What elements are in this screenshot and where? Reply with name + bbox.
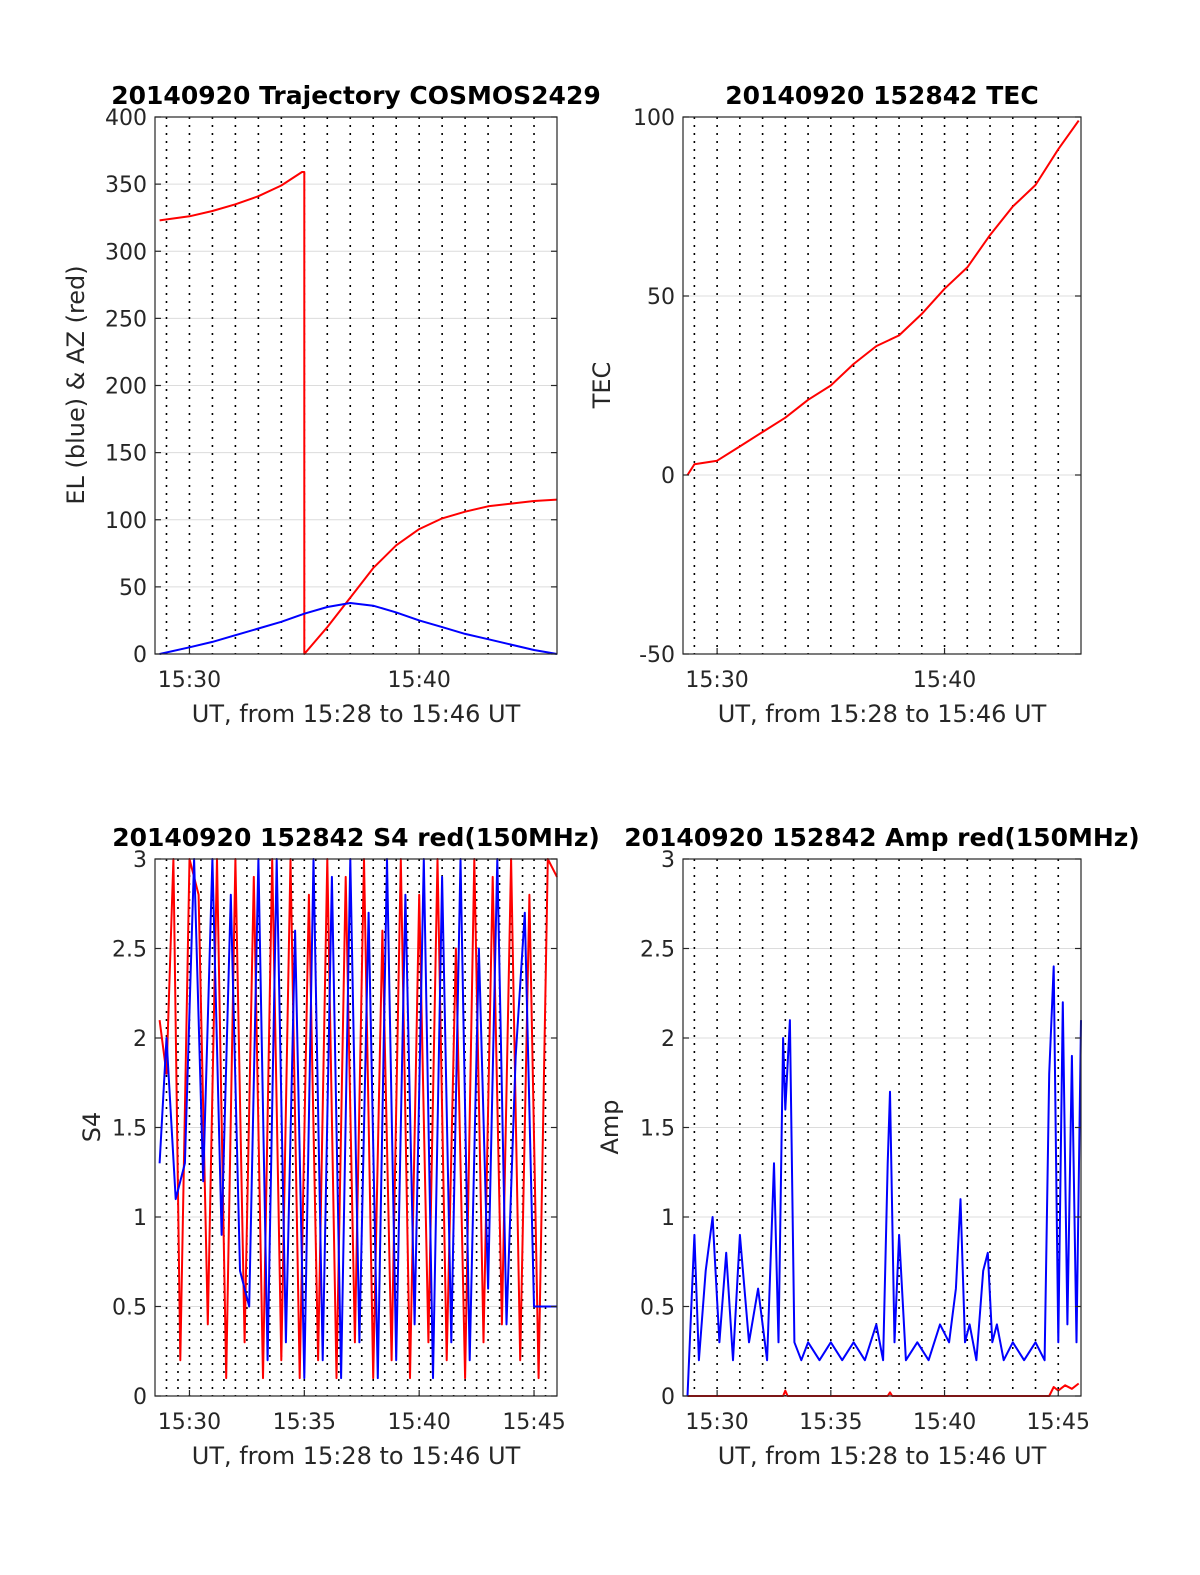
s4-panel: 0 0.5 1 1.5 2 2.5 3 15:30 15:35 15:40 15:45 201409… [78,823,600,1470]
amp-xtick-label: 15:30 [685,1410,748,1435]
amp-series-2-line [686,965,1082,1397]
amp-xtick-label: 15:35 [799,1410,862,1435]
s4-ytick-label: 0.5 [112,1296,147,1321]
traj-ytick-label: 300 [105,240,147,265]
traj-ytick-label: 350 [105,173,147,198]
tec-series-1-line [686,120,1080,476]
s4-x-axis-label: UT, from 15:28 to 15:46 UT [192,1442,521,1470]
traj-series-1-line [159,171,558,655]
amp-xtick-label: 15:40 [913,1410,976,1435]
traj-xtick-label: 15:30 [158,668,221,693]
traj-ytick-label: 100 [105,509,147,534]
amp-xtick-label: 15:45 [1027,1410,1090,1435]
traj-ytick-label: 50 [119,576,147,601]
traj-ytick-label: 250 [105,307,147,332]
s4-title: 20140920 152842 S4 red(150MHz) [112,823,600,852]
s4-ytick-label: 0 [133,1385,147,1410]
s4-ytick-label: 3 [133,848,147,873]
s4-ytick-label: 1 [133,1206,147,1231]
s4-series-2-line [158,858,557,1380]
traj-xtick-label: 15:40 [387,668,450,693]
tec-ytick-label: 100 [633,106,675,131]
s4-xtick-label: 15:40 [387,1410,450,1435]
trajectory-x-axis-label: UT, from 15:28 to 15:46 UT [192,700,521,728]
amp-ytick-label: 2.5 [640,938,675,963]
trajectory-panel: 0 50 100 150 200 250 300 350 400 15:30 15:40 20140… [62,81,601,728]
s4-xtick-label: 15:30 [158,1410,221,1435]
tec-plot-area [682,116,1082,655]
s4-ytick-label: 2.5 [112,938,147,963]
amp-ytick-label: 1.5 [640,1117,675,1142]
s4-ytick-label: 1.5 [112,1117,147,1142]
s4-y-axis-label: S4 [78,1112,106,1143]
traj-ytick-label: 0 [133,643,147,668]
amp-title: 20140920 152842 Amp red(150MHz) [624,823,1140,852]
trajectory-title: 20140920 Trajectory COSMOS2429 [111,81,601,110]
trajectory-y-axis-label: EL (blue) & AZ (red) [62,265,90,504]
s4-series-1-line [158,858,558,1380]
amp-x-axis-label: UT, from 15:28 to 15:46 UT [718,1442,1047,1470]
amp-ytick-label: 2 [661,1027,675,1052]
traj-ytick-label: 400 [105,106,147,131]
amp-y-axis-label: Amp [596,1099,624,1154]
s4-xtick-label: 15:35 [273,1410,336,1435]
amp-panel: 0 0.5 1 1.5 2 2.5 3 15:30 15:35 15:40 15:45 201409… [596,823,1140,1470]
tec-ytick-label: -50 [639,643,675,668]
amp-ytick-label: 0 [661,1385,675,1410]
traj-ytick-label: 200 [105,375,147,400]
traj-series-2-line [159,602,558,655]
tec-xtick-label: 15:30 [685,668,748,693]
amp-ytick-label: 0.5 [640,1296,675,1321]
tec-ytick-label: 50 [647,285,675,310]
tec-x-axis-label: UT, from 15:28 to 15:46 UT [718,700,1047,728]
tec-title: 20140920 152842 TEC [725,81,1038,110]
s4-xtick-label: 15:45 [502,1410,565,1435]
traj-ytick-label: 150 [105,442,147,467]
tec-xtick-label: 15:40 [913,668,976,693]
tec-ytick-label: 0 [661,464,675,489]
tec-y-axis-label: TEC [588,362,616,410]
s4-ytick-label: 2 [133,1027,147,1052]
amp-ytick-label: 1 [661,1206,675,1231]
amp-ytick-label: 3 [661,848,675,873]
